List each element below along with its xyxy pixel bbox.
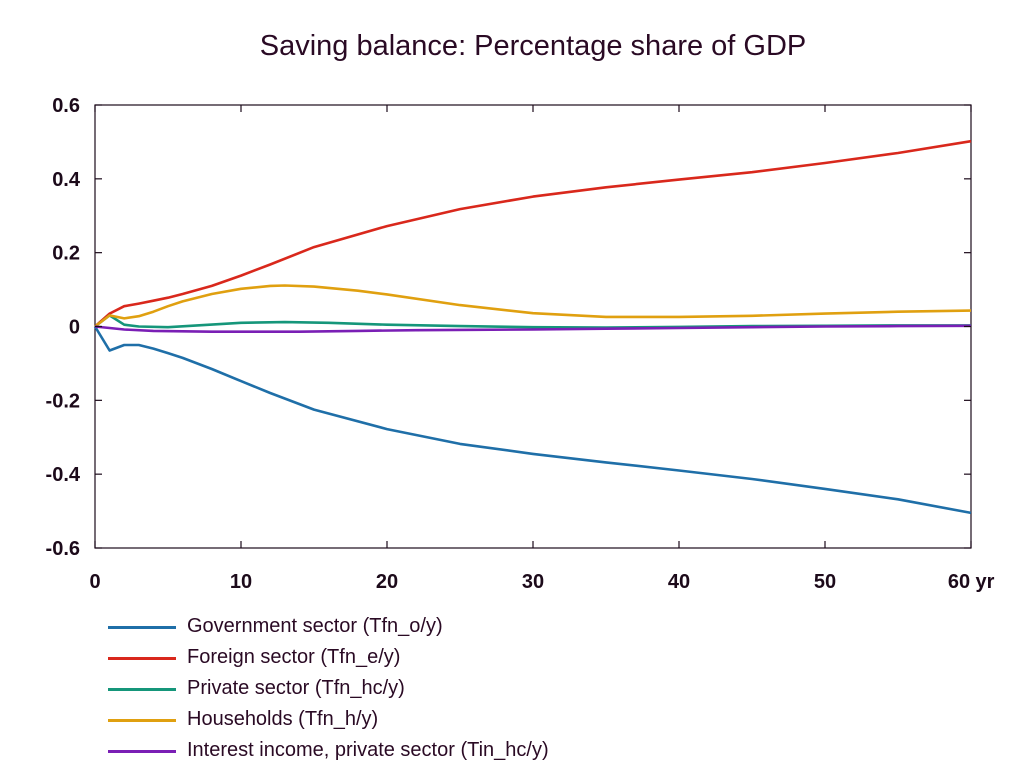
x-tick-label: 50: [814, 571, 836, 593]
series-line: [94, 139, 972, 328]
legend-label: Government sector (Tfn_o/y): [187, 615, 443, 637]
legend-swatch: [108, 719, 176, 722]
y-tick-label: 0: [69, 317, 80, 339]
legend-swatch: [108, 626, 176, 629]
legend-swatch: [108, 688, 176, 691]
legend-label: Private sector (Tfn_hc/y): [187, 677, 405, 699]
series-lines: [93, 139, 972, 515]
x-tick-label: 60: [948, 571, 970, 593]
series-line: [94, 284, 972, 328]
x-tick-label: 30: [522, 571, 544, 593]
y-tick-label: 0.2: [52, 243, 80, 265]
series-line: [94, 324, 972, 333]
x-tick-label: 20: [376, 571, 398, 593]
legend-label: Foreign sector (Tfn_e/y): [187, 646, 401, 668]
legend-label: Households (Tfn_h/y): [187, 708, 379, 730]
x-tick-label: 10: [230, 571, 252, 593]
x-tick-label: 0: [89, 571, 100, 593]
legend-swatch: [108, 657, 176, 660]
y-tick-label: 0.6: [52, 95, 80, 117]
y-tick-label: 0.4: [52, 169, 81, 191]
axis-ticks: 0 10 20 30 40 50 60 yr 0.6 0.4 0.2 0 -0.2 -0.4 -0.6: [46, 95, 995, 593]
y-tick-label: -0.2: [46, 390, 80, 412]
chart-title: Saving balance: Percentage share of GDP: [259, 30, 807, 62]
y-tick-label: -0.6: [46, 538, 80, 560]
series-line: [93, 325, 972, 515]
legend-swatch: [108, 750, 176, 753]
legend-label: Interest income, private sector (Tin_hc/…: [187, 739, 549, 761]
x-tick-label: 40: [668, 571, 690, 593]
y-tick-label: -0.4: [46, 464, 81, 486]
x-unit-label: yr: [976, 571, 995, 593]
